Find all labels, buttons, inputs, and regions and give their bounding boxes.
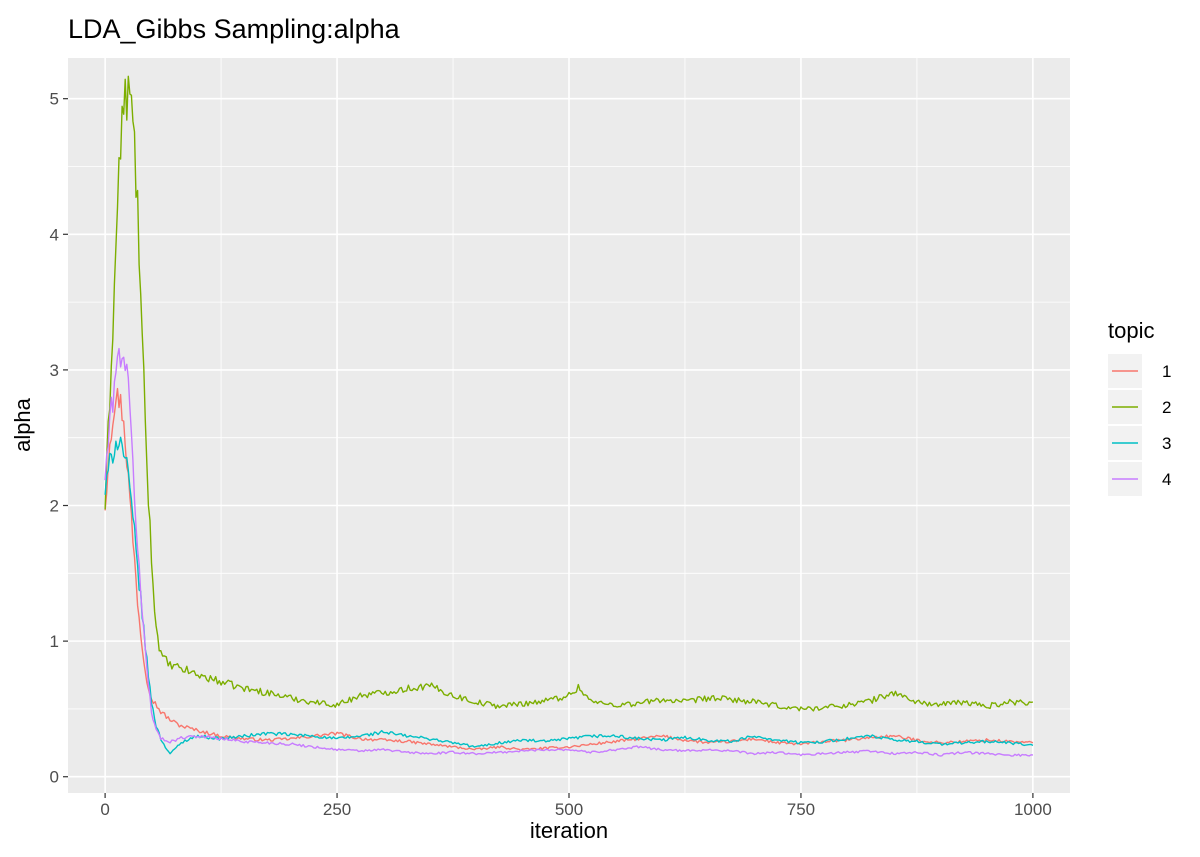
legend: topic 1 2 3 4: [1108, 318, 1171, 496]
series-line-topic-4: [104, 347, 1033, 757]
x-tick-label: 500: [555, 800, 583, 819]
y-tick-label: 5: [50, 90, 59, 109]
chart-title: LDA_Gibbs Sampling:alpha: [68, 14, 401, 44]
y-tick-label: 2: [50, 497, 59, 516]
y-tick-label: 0: [50, 768, 59, 787]
legend-label-topic-3: 3: [1162, 434, 1171, 453]
x-tick-label: 750: [787, 800, 815, 819]
legend-label-topic-2: 2: [1162, 398, 1171, 417]
x-tick-label: 250: [323, 800, 351, 819]
legend-label-topic-4: 4: [1162, 470, 1171, 489]
series-lines: [104, 75, 1034, 757]
x-tick-label: 0: [100, 800, 109, 819]
x-tick-label: 1000: [1014, 800, 1052, 819]
x-axis: 0 250 500 750 1000: [100, 793, 1052, 819]
legend-label-topic-1: 1: [1162, 362, 1171, 381]
y-axis-title: alpha: [10, 397, 35, 452]
y-tick-label: 3: [50, 361, 59, 380]
x-axis-title: iteration: [530, 818, 608, 843]
series-line-topic-3: [104, 436, 1034, 755]
grid-major: [68, 58, 1070, 793]
legend-items: 1 2 3 4: [1108, 354, 1171, 496]
legend-title: topic: [1108, 318, 1154, 343]
y-axis: 0 1 2 3 4 5: [50, 90, 68, 787]
series-line-topic-2: [104, 75, 1033, 712]
y-tick-label: 1: [50, 632, 59, 651]
y-tick-label: 4: [50, 225, 59, 244]
